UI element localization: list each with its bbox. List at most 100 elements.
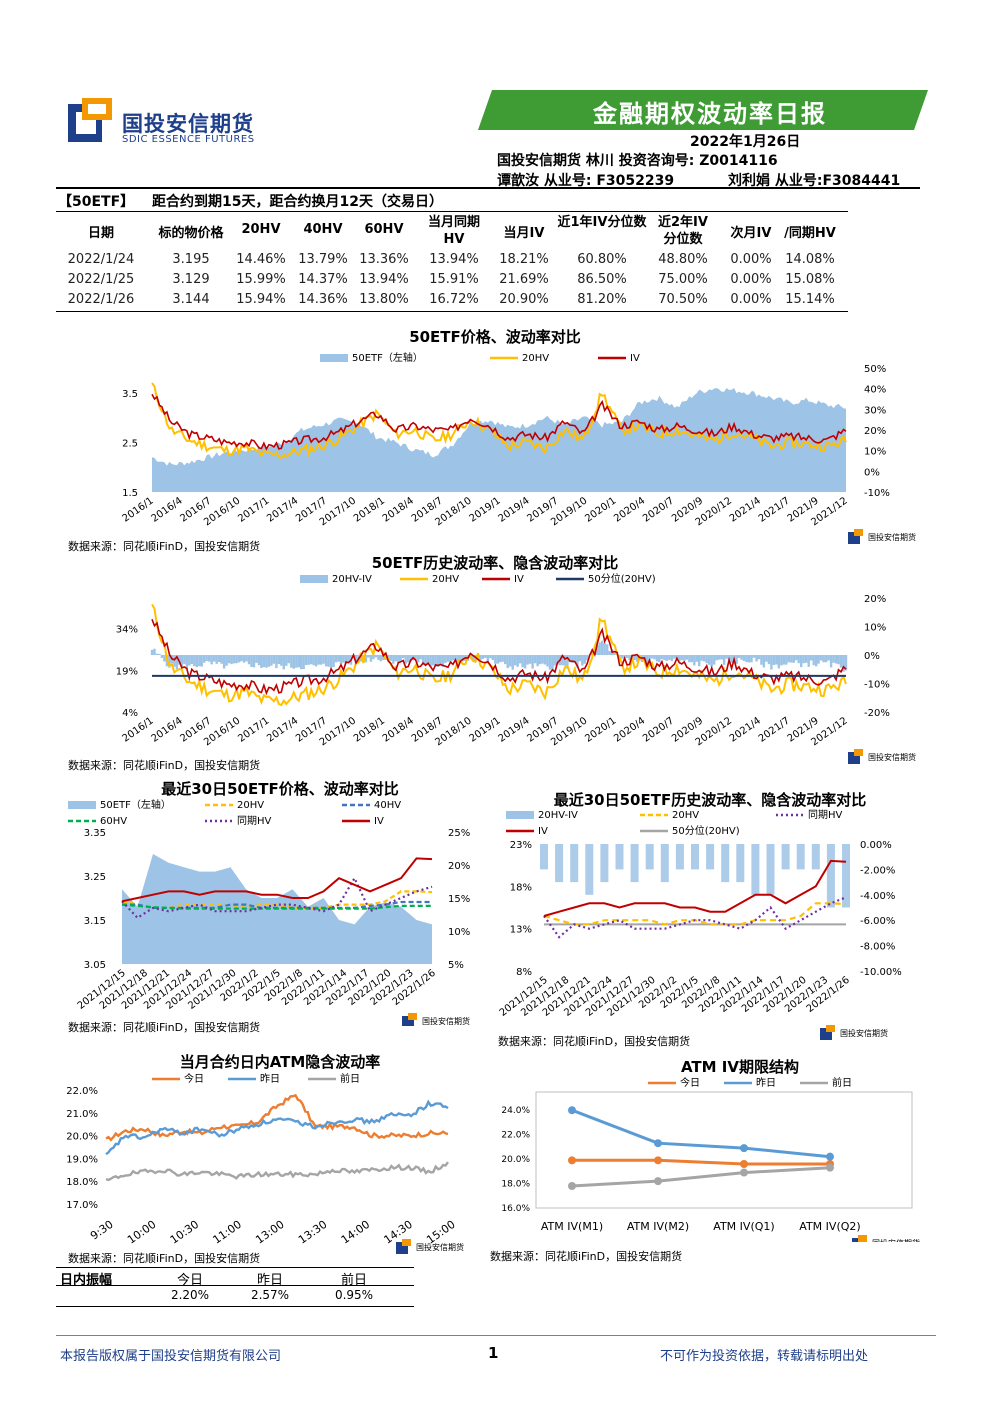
chart5-y-tick: 17.0% [66,1200,98,1211]
chart1-left-tick: 2.5 [122,438,138,449]
chart2-x-tick: 2019/1 [468,715,503,744]
amp-mid-rule [56,1285,414,1286]
chart1-right-tick: 20% [864,426,886,437]
chart5-legend-yesterday: 昨日 [260,1073,280,1085]
table-cell: 0.00% [730,252,772,267]
chart2-right-tick: -20% [864,708,890,719]
chart4-diff-bar [721,844,730,883]
chart1-x-tick: 2021/7 [757,495,792,524]
chart4-left-tick: 23% [510,840,532,851]
col-header: /同期HV [784,226,836,241]
chart6-y-tick: 22.0% [501,1131,530,1141]
chart1-x-tick: 2019/1 [468,495,503,524]
chart2-legend-iv: IV [514,574,524,585]
chart3-right-tick: 10% [448,927,470,938]
chart3-legend-etf-swatch [68,801,96,809]
report-date: 2022年1月26日 [690,134,801,150]
chart6-category-label: ATM IV(Q1) [713,1220,774,1233]
company-logo [68,98,112,142]
chart3-hv20-line [121,890,433,910]
chart1-right-tick: 50% [864,364,886,375]
chart6-category-label: ATM IV(M2) [627,1220,689,1233]
chart4-legend-iv: IV [538,826,548,837]
chart1-x-tick: 2018/4 [381,495,416,524]
chart4-recent-hv-iv: 20HV-IV 20HV 同期HV IV 50分位(20HV) 23% 18% 13% 8% 0.… [498,809,902,1040]
chart5-x-tick: 14:00 [339,1218,372,1247]
chart4-legend-hv20: 20HV [672,810,699,821]
chart1-x-tick: 2019/4 [497,495,532,524]
watermark-text: 国投安信期货 [872,1238,920,1242]
analyst-line-2b: 刘利娟 从业号:F3084441 [728,173,901,189]
watermark-logo-accent [826,1025,835,1032]
chart4-legend-same: 同期HV [808,809,843,821]
company-name-en: SDIC ESSENCE FUTURES [122,134,255,145]
chart6-y-tick: 20.0% [501,1155,530,1165]
chart4-diff-bar [766,844,775,895]
chart4-diff-bar [781,844,790,870]
chart6-category-label: ATM IV(Q2) [799,1220,860,1233]
chart3-legend-iv: IV [374,816,384,827]
chart6-y-tick: 24.0% [501,1106,530,1116]
chart2-legend-diff-swatch [300,575,328,583]
chart4-same-line [543,896,847,939]
footer-disclaimer: 不可作为投资依据，转载请标明出处 [660,1349,869,1364]
table-cell: 70.50% [658,292,708,307]
row-date-cell: 2022/1/24 [67,252,135,267]
chart4-diff-bar [630,844,639,883]
chart5-x-tick: 9:30 [88,1218,116,1243]
chart2-left-tick: 19% [116,666,138,677]
chart4-diff-bar [660,844,669,883]
chart4-title: 最近30日50ETF历史波动率、隐含波动率对比 [553,791,867,809]
chart2-hv20-line [151,603,847,707]
chart4-diff-bar [826,844,835,908]
etf-tag: 【50ETF】 [58,194,135,210]
chart4-legend-p50: 50分位(20HV) [672,824,740,837]
chart6-yesterday-point [654,1139,662,1148]
chart3-title: 最近30日50ETF价格、波动率对比 [161,780,399,798]
chart6-prev-line [571,1166,831,1188]
table-cell: 13.79% [298,252,348,267]
chart1-legend-etf: 50ETF（左轴） [352,351,423,364]
chart2-right-tick: 10% [864,623,886,634]
chart3-legend-etf: 50ETF（左轴） [100,798,171,811]
chart2-x-tick: 2017/1 [236,715,271,744]
chart4-source: 数据来源：同花顺iFinD，国投安信期货 [498,1035,691,1048]
col-header: 20HV [241,222,281,237]
table-cell: 15.14% [785,292,835,307]
chart1-right-tick: 40% [864,385,886,396]
watermark-logo-accent [858,1235,867,1242]
chart2-x-tick: 2016/4 [150,715,185,744]
watermark-logo [402,1016,414,1026]
table-cell: 15.94% [236,292,286,307]
table-cell: 3.144 [172,292,210,307]
chart4-diff-bar [751,844,760,895]
chart2-x-tick: 2020/1 [583,715,618,744]
watermark-logo-accent [854,529,863,536]
title-banner [478,90,928,130]
chart4-left-tick: 13% [510,925,532,936]
chart4-diff-bar [736,844,745,883]
chart2-x-tick: 2016/1 [121,715,156,744]
watermark-text: 国投安信期货 [868,532,916,542]
chart4-right-tick: -4.00% [860,891,895,902]
chart1-x-tick: 2017/1 [236,495,271,524]
chart2-left-tick: 34% [116,625,138,636]
chart1-right-tick: -10% [864,488,890,499]
chart5-y-tick: 22.0% [66,1086,98,1097]
chart6-prev-point [568,1182,576,1190]
table-cell: 13.94% [429,252,479,267]
chart4-diff-bar [842,844,850,908]
chart6-plot-frame [535,1091,913,1209]
amp-value-prev: 0.95% [334,1288,374,1302]
chart2-x-tick: 2021/4 [728,715,763,744]
chart6-prev-point [654,1177,662,1186]
table-cell: 48.80% [658,252,708,267]
analyst-line-1: 国投安信期货 林川 投资咨询号: Z0014116 [497,153,778,169]
chart1-price-vol: 50ETF（左轴） 20HV IV 3.5 2.5 1.5 50% 40% 30% 20% 10% 0… [121,351,916,544]
table-cell: 14.36% [298,292,348,307]
chart5-title: 当月合约日内ATM隐含波动率 [179,1053,381,1071]
chart2-left-tick: 4% [122,708,138,719]
chart4-diff-bar [585,844,594,895]
chart1-iv-line [151,393,847,451]
chart6-legend-prev: 前日 [832,1076,852,1089]
